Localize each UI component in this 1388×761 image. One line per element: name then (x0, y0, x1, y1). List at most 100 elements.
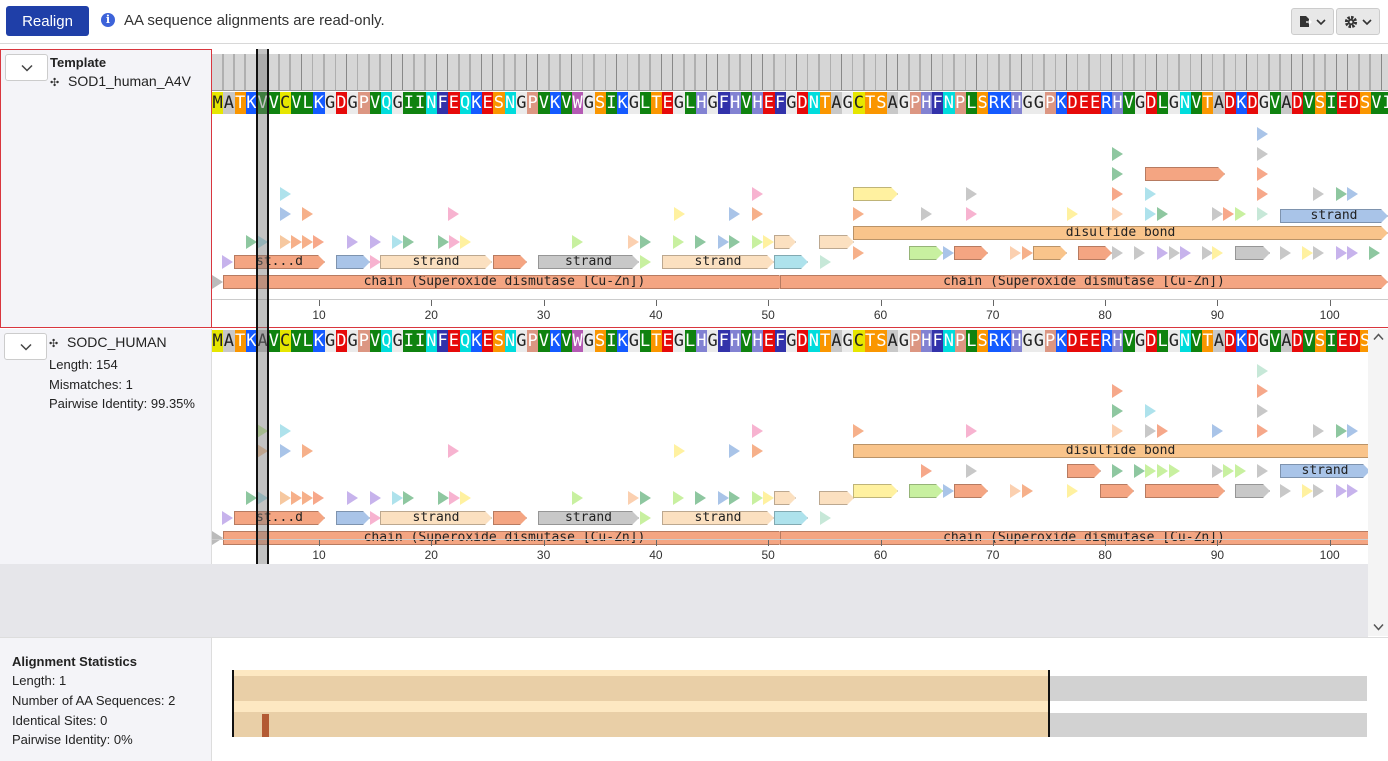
residue[interactable]: I (403, 330, 415, 352)
residue[interactable]: T (864, 330, 876, 352)
feature-marker[interactable] (752, 491, 763, 505)
feature-marker[interactable] (1157, 207, 1168, 221)
residue[interactable]: M (212, 330, 224, 352)
residue[interactable]: G (1168, 92, 1180, 114)
residue[interactable]: G (673, 330, 685, 352)
feature-marker[interactable] (640, 235, 651, 249)
residue[interactable]: G (1168, 330, 1180, 352)
feature-marker[interactable] (752, 235, 763, 249)
residue[interactable]: L (1157, 92, 1169, 114)
feature-marker[interactable] (640, 511, 651, 525)
residue[interactable]: S (1359, 92, 1371, 114)
overview-viewport[interactable] (232, 670, 1050, 737)
feature-marker[interactable] (1145, 207, 1156, 221)
residue[interactable]: I (605, 330, 617, 352)
feature-marker[interactable] (438, 491, 449, 505)
feature-marker[interactable] (1257, 464, 1268, 478)
feature-annotation[interactable] (909, 484, 943, 498)
residue[interactable]: H (1010, 92, 1022, 114)
feature-marker[interactable] (257, 491, 268, 505)
residue[interactable]: V (1370, 92, 1382, 114)
residue[interactable]: S (875, 92, 887, 114)
feature-marker[interactable] (1347, 484, 1358, 498)
residue[interactable]: V (369, 330, 381, 352)
residue[interactable]: V (1303, 330, 1315, 352)
residue[interactable]: G (628, 330, 640, 352)
residue[interactable]: S (977, 92, 989, 114)
residue[interactable]: V (1303, 92, 1315, 114)
collapse-sequence-button[interactable] (4, 333, 47, 360)
residue[interactable]: F (437, 330, 449, 352)
residue[interactable]: A (830, 92, 842, 114)
feature-marker[interactable] (1145, 464, 1156, 478)
feature-marker[interactable] (853, 424, 864, 438)
residue[interactable]: P (954, 330, 966, 352)
feature-marker[interactable] (1302, 246, 1313, 260)
residue[interactable]: K (313, 330, 325, 352)
feature-marker[interactable] (1212, 207, 1223, 221)
feature-marker[interactable] (1235, 464, 1246, 478)
feature-marker[interactable] (370, 491, 381, 505)
feature-marker[interactable] (1257, 384, 1268, 398)
feature-marker[interactable] (1022, 246, 1033, 260)
collapse-template-button[interactable] (5, 54, 48, 81)
residue[interactable]: D (1292, 92, 1304, 114)
residue[interactable]: G (1022, 92, 1034, 114)
residue[interactable]: R (988, 92, 1000, 114)
feature-marker[interactable] (1257, 127, 1268, 141)
feature-annotation[interactable] (774, 255, 808, 269)
feature-marker[interactable] (460, 235, 471, 249)
feature-marker[interactable] (1313, 187, 1324, 201)
feature-marker[interactable] (1223, 207, 1234, 221)
residue[interactable]: L (1157, 330, 1169, 352)
residue[interactable]: G (324, 330, 336, 352)
feature-marker[interactable] (853, 246, 864, 260)
residue[interactable]: V (538, 330, 550, 352)
residue[interactable]: G (1258, 330, 1270, 352)
feature-marker[interactable] (640, 491, 651, 505)
residue[interactable]: D (1348, 92, 1360, 114)
residue[interactable]: C (853, 330, 865, 352)
export-menu-button[interactable] (1291, 8, 1334, 35)
residue[interactable]: L (684, 330, 696, 352)
feature-marker[interactable] (302, 491, 313, 505)
residue[interactable]: K (549, 330, 561, 352)
residue[interactable]: K (245, 330, 257, 352)
residue[interactable]: D (1348, 330, 1360, 352)
residue[interactable]: W (572, 92, 584, 114)
residue[interactable]: D (1224, 92, 1236, 114)
feature-marker[interactable] (943, 246, 954, 260)
feature-marker[interactable] (392, 235, 403, 249)
residue[interactable]: S (493, 330, 505, 352)
feature-marker[interactable] (1180, 246, 1191, 260)
feature-marker[interactable] (1067, 484, 1078, 498)
feature-marker[interactable] (302, 235, 313, 249)
feature-marker[interactable] (1313, 484, 1324, 498)
feature-marker[interactable] (280, 207, 291, 221)
residue[interactable]: V (740, 330, 752, 352)
residue[interactable]: C (279, 92, 291, 114)
feature-marker[interactable] (1347, 424, 1358, 438)
residue[interactable]: G (1134, 330, 1146, 352)
feature-marker[interactable] (1336, 187, 1347, 201)
feature-marker[interactable] (1280, 246, 1291, 260)
feature-marker[interactable] (1112, 384, 1123, 398)
feature-marker[interactable] (1134, 464, 1145, 478)
feature-annotation[interactable] (853, 484, 898, 498)
feature-annotation[interactable] (819, 235, 854, 249)
residue[interactable]: C (853, 92, 865, 114)
feature-marker[interactable] (280, 491, 291, 505)
feature-marker[interactable] (1112, 246, 1123, 260)
feature-marker[interactable] (943, 484, 954, 498)
feature-marker[interactable] (1112, 187, 1123, 201)
residue[interactable]: V (560, 330, 572, 352)
feature-marker[interactable] (729, 207, 740, 221)
residue[interactable]: D (1292, 330, 1304, 352)
residue[interactable]: A (887, 330, 899, 352)
residue[interactable]: F (932, 92, 944, 114)
feature-marker[interactable] (1157, 424, 1168, 438)
feature-marker[interactable] (752, 444, 763, 458)
feature-marker[interactable] (763, 235, 774, 249)
vertical-scrollbar[interactable] (1368, 329, 1388, 636)
residue[interactable]: E (763, 92, 775, 114)
